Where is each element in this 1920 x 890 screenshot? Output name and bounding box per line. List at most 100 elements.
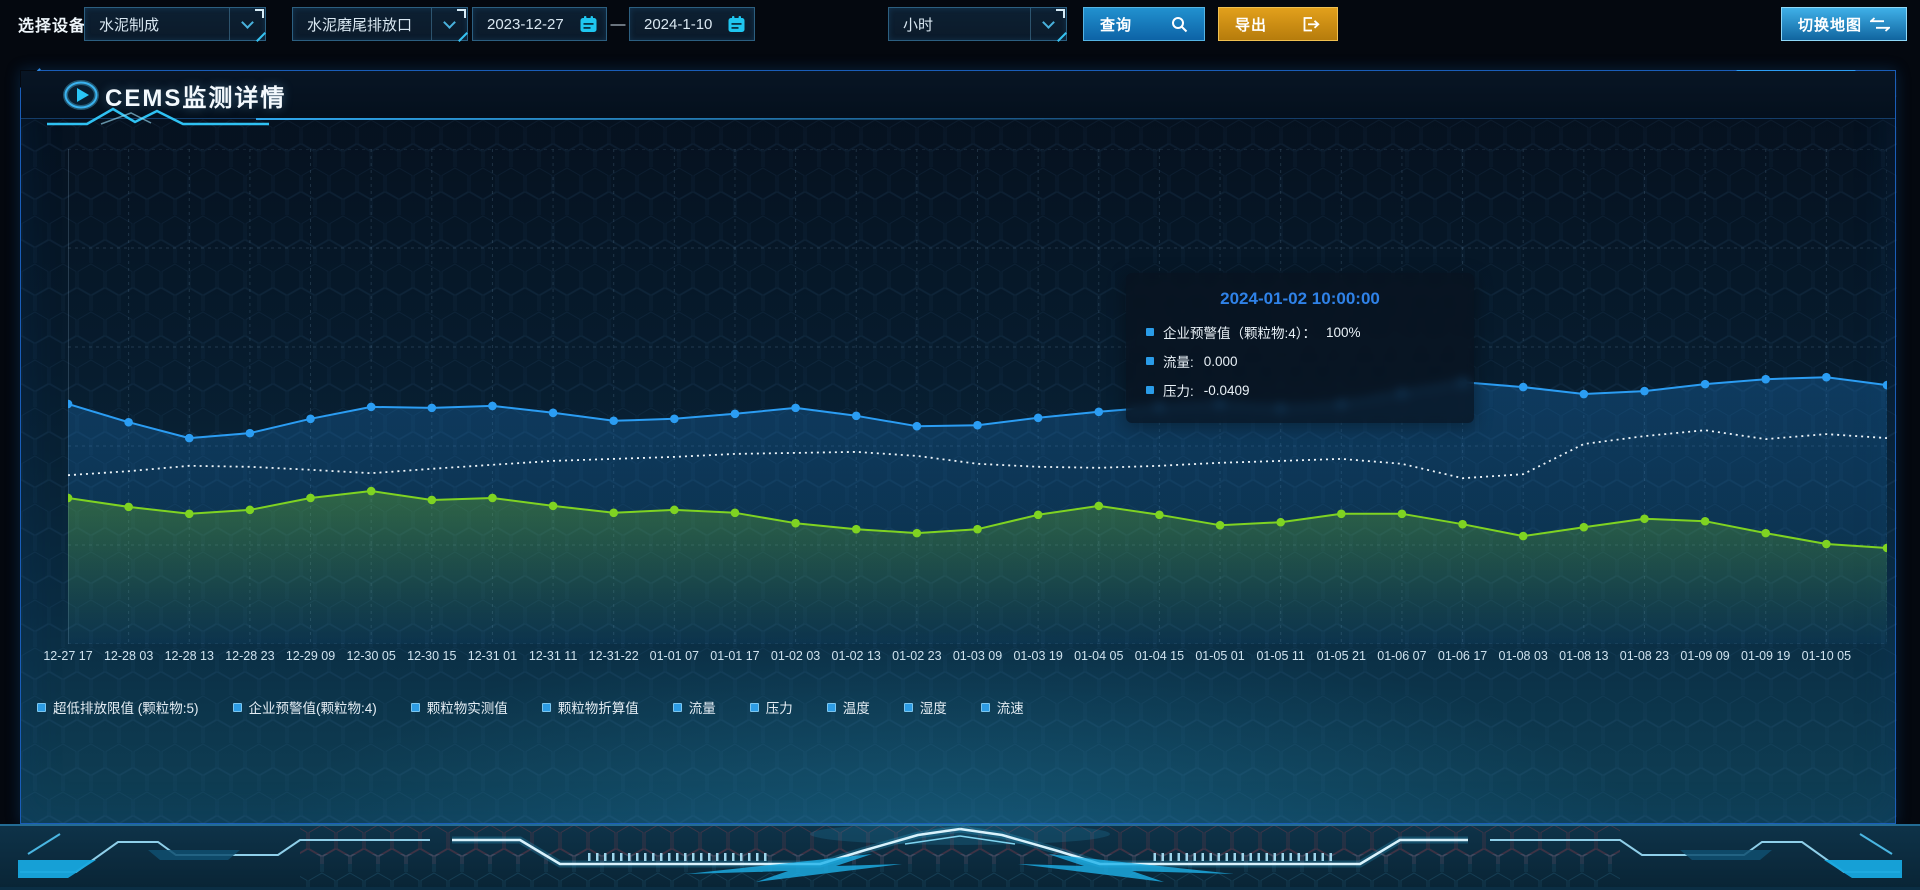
interval-select-arrow[interactable] [1030, 8, 1066, 40]
x-axis-label: 01-06 07 [1377, 649, 1427, 663]
panel-title: CEMS监测详情 [105, 84, 287, 112]
x-axis-label: 01-09 19 [1741, 649, 1791, 663]
legend-marker-icon [37, 702, 46, 712]
x-axis-label: 01-08 23 [1619, 649, 1670, 663]
calendar-icon[interactable] [727, 15, 746, 34]
x-axis-label: 01-05 11 [1256, 649, 1305, 663]
legend-marker-icon [749, 702, 759, 712]
legend-label: 颗粒物折算值 [557, 701, 639, 716]
legend-label: 企业预警值(颗粒物:4) [248, 701, 377, 716]
chart-plot-area[interactable]: 2024-01-02 10:00:00 企业预警值（颗粒物:4）： 100% 流… [68, 149, 1887, 644]
series-marker-icon [1146, 357, 1154, 365]
tooltip-value: 100% [1326, 324, 1361, 340]
bottom-hud-decoration [0, 824, 1920, 890]
outlet-select-arrow[interactable] [431, 8, 467, 40]
x-axis-label: 01-01 17 [710, 649, 760, 663]
tooltip-row: 流量: 0.000 [1146, 351, 1454, 371]
chart-tooltip: 2024-01-02 10:00:00 企业预警值（颗粒物:4）： 100% 流… [1126, 273, 1474, 423]
panel-header: CEMS监测详情 [21, 71, 1895, 126]
legend-item[interactable]: 流量 [672, 697, 716, 717]
end-date-value: 2024-1-10 [644, 15, 713, 33]
calendar-icon[interactable] [579, 15, 598, 34]
device-select-arrow[interactable] [229, 8, 265, 40]
x-axis-labels: 12-27 17 12-28 03 12-28 13 12-28 23 12-29 09… [43, 649, 1887, 665]
x-axis-label: 12-30 15 [407, 649, 457, 663]
outlet-select[interactable]: 水泥磨尾排放口 [292, 7, 468, 41]
play-badge-icon [63, 80, 99, 110]
legend-label: 流速 [996, 701, 1024, 716]
tooltip-row: 企业预警值（颗粒物:4）： 100% [1146, 322, 1454, 342]
header-zigzag-accent [47, 107, 269, 126]
line-chart [68, 149, 1887, 644]
series-pressure-points [68, 486, 1887, 553]
query-button[interactable]: 查询 [1083, 7, 1205, 41]
x-axis-label: 01-01 07 [649, 649, 700, 663]
series-marker-icon [1146, 328, 1154, 336]
x-axis-label: 01-05 01 [1195, 649, 1245, 663]
legend-item[interactable]: 颗粒物实测值 [410, 697, 508, 717]
x-axis-label: 01-04 05 [1074, 649, 1124, 663]
x-axis-label: 01-08 13 [1559, 649, 1609, 663]
device-select[interactable]: 水泥制成 [84, 7, 266, 41]
legend-marker-icon [232, 702, 242, 712]
date-range-separator: — [610, 15, 626, 33]
legend-item[interactable]: 颗粒物折算值 [541, 697, 639, 717]
legend-marker-icon [980, 702, 990, 712]
query-button-label: 查询 [1100, 16, 1133, 34]
legend-marker-icon [672, 702, 682, 712]
x-axis-label: 12-27 17 [43, 649, 93, 663]
series-marker-icon [1146, 386, 1154, 394]
chevron-down-icon [241, 15, 254, 29]
swap-arrows-icon [1870, 16, 1890, 32]
x-axis-label: 01-03 09 [952, 649, 1003, 663]
legend-label: 湿度 [919, 701, 947, 716]
legend-label: 温度 [842, 701, 870, 716]
legend-item[interactable]: 压力 [749, 697, 793, 717]
switch-map-button-label: 切换地图 [1798, 16, 1863, 34]
legend-label: 压力 [765, 701, 793, 716]
export-button[interactable]: 导出 [1218, 7, 1338, 41]
x-axis-label: 01-02 03 [770, 649, 821, 663]
x-axis-label: 01-10 05 [1801, 649, 1852, 663]
x-axis-label: 01-02 13 [831, 649, 881, 663]
legend-marker-icon [410, 702, 420, 712]
legend-marker-icon [826, 702, 836, 712]
tooltip-value: 0.000 [1203, 353, 1238, 369]
legend-item[interactable]: 温度 [826, 697, 870, 717]
outlet-select-value: 水泥磨尾排放口 [307, 16, 413, 34]
legend-label: 超低排放限值 (颗粒物:5) [53, 701, 199, 716]
start-date-value: 2023-12-27 [487, 15, 564, 33]
tooltip-label: 流量: [1163, 355, 1194, 370]
x-axis-label: 01-06 17 [1437, 649, 1488, 663]
switch-map-button[interactable]: 切换地图 [1781, 7, 1907, 41]
end-date-input[interactable]: 2024-1-10 [629, 7, 755, 41]
legend-label: 颗粒物实测值 [426, 701, 508, 716]
tooltip-label: 压力: [1163, 384, 1194, 399]
x-axis-label: 12-31 11 [528, 649, 578, 663]
legend-item[interactable]: 企业预警值(颗粒物:4) [232, 697, 377, 717]
header-accent-line [256, 118, 1276, 120]
top-toolbar: 选择设备 水泥制成 水泥磨尾排放口 2023-12-27 — 2024-1-10 [0, 0, 1920, 48]
legend-item[interactable]: 流速 [980, 697, 1024, 717]
x-axis-label: 01-05 21 [1316, 649, 1366, 663]
x-axis-label: 12-31-22 [588, 649, 639, 663]
legend-item[interactable]: 超低排放限值 (颗粒物:5) [37, 697, 199, 717]
x-axis-label: 01-03 19 [1013, 649, 1063, 663]
chart-legend: 超低排放限值 (颗粒物:5) 企业预警值(颗粒物:4) 颗粒物实测值 颗粒物折算值 流量… [37, 697, 1024, 717]
interval-select[interactable]: 小时 [888, 7, 1067, 41]
tooltip-label: 企业预警值（颗粒物:4）： [1163, 326, 1317, 341]
chevron-down-icon [443, 15, 456, 29]
cems-detail-panel: CEMS监测详情 2024-01-02 10:00:00 企业预警值（颗粒物:4… [20, 68, 1897, 825]
start-date-input[interactable]: 2023-12-27 [472, 7, 607, 41]
legend-item[interactable]: 湿度 [903, 697, 947, 717]
series-pressure-area [68, 491, 1887, 644]
legend-marker-icon [541, 702, 551, 712]
search-icon [1172, 16, 1188, 32]
x-axis-label: 01-02 23 [892, 649, 942, 663]
export-button-label: 导出 [1235, 16, 1268, 34]
x-axis-label: 01-08 03 [1498, 649, 1548, 663]
x-axis-label: 12-29 09 [285, 649, 336, 663]
x-axis-label: 12-30 05 [346, 649, 396, 663]
tooltip-row: 压力: -0.0409 [1146, 380, 1454, 400]
